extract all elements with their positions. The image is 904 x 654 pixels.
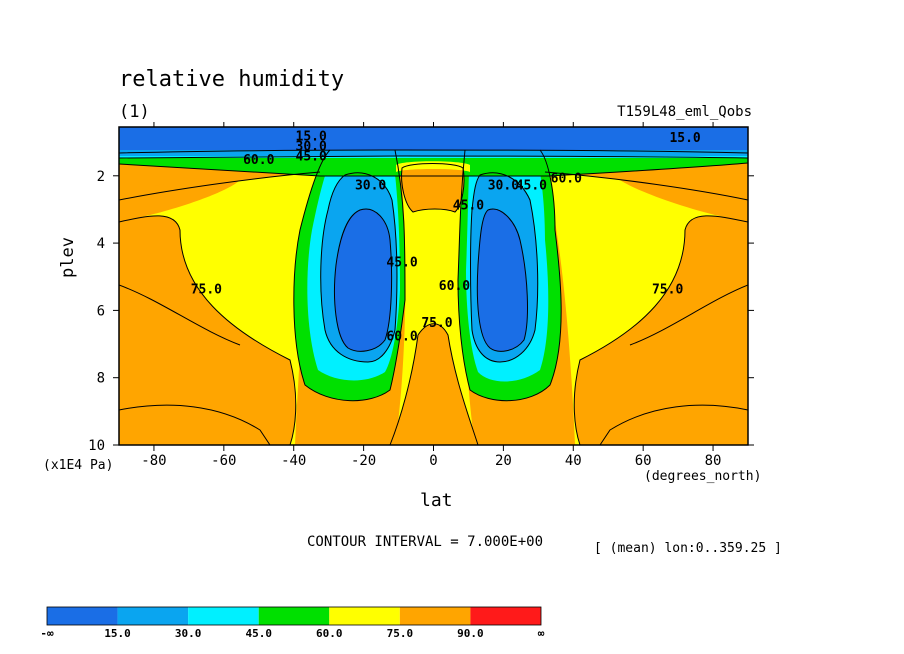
colorbar-swatch — [329, 607, 400, 625]
contour-line-13 — [417, 323, 479, 445]
x-tick-label: -80 — [141, 453, 166, 469]
x-tick-label: 80 — [705, 453, 722, 469]
colorbar: -∞ 15.0 30.0 45.0 60.0 75.0 90.0 ∞ — [40, 606, 545, 640]
contour-line-6 — [573, 215, 748, 445]
contour-label: 45.0 — [296, 150, 327, 165]
y-tick-label: 10 — [88, 438, 105, 454]
colorbar-label: 30.0 — [175, 627, 202, 640]
contour-line-15 — [401, 163, 465, 213]
contour-label: 60.0 — [243, 153, 274, 168]
colorbar-swatch — [117, 607, 189, 625]
contour-line-11 — [334, 208, 393, 352]
x-tick-label: 0 — [429, 453, 437, 469]
contour-line-12 — [476, 208, 528, 352]
contour-labels: 15.030.045.060.075.030.045.060.075.060.0… — [191, 129, 701, 344]
colorbar-label: 15.0 — [104, 627, 131, 640]
x-tick-label: -60 — [211, 453, 236, 469]
colorbar-swatch — [470, 607, 541, 625]
contour-label: 30.0 — [296, 140, 327, 155]
contour-line-1 — [119, 155, 748, 159]
contour-interval-text: CONTOUR INTERVAL = 7.000E+00 — [307, 534, 544, 550]
contour-fill-layer — [119, 127, 748, 445]
fill-level-75-90-sw — [119, 178, 240, 222]
mean-note: [ (mean) lon:0..359.25 ] — [594, 541, 782, 556]
fill-level-top-band — [119, 127, 748, 153]
contour-line-14 — [389, 334, 419, 445]
x-tick-label: 60 — [635, 453, 652, 469]
colorbar-frame — [46, 606, 542, 626]
y-tick-label: 8 — [97, 371, 105, 387]
contour-label: 15.0 — [296, 129, 327, 144]
contour-label: 75.0 — [652, 283, 683, 298]
colorbar-label: 75.0 — [387, 627, 414, 640]
x-axis-units: (degrees_north) — [644, 469, 762, 484]
contour-line-0 — [119, 149, 748, 154]
contour-label: 60.0 — [386, 330, 417, 345]
fill-level-top-band-2 — [119, 150, 748, 156]
contour-line-16 — [119, 404, 271, 445]
colorbar-swatch — [47, 607, 118, 625]
fill-level-75-90-se — [620, 178, 748, 222]
colorbar-label: 90.0 — [457, 627, 484, 640]
contour-line-7 — [293, 149, 406, 402]
y-axis-label: plev — [58, 237, 78, 278]
contour-line-layer — [119, 149, 748, 445]
colorbar-swatch — [399, 607, 471, 625]
contour-label: 60.0 — [551, 172, 582, 187]
contour-line-8 — [457, 149, 562, 402]
contour-label: 45.0 — [516, 178, 547, 193]
chart-subtitle: (1) — [119, 102, 150, 122]
x-tick-label: 40 — [565, 453, 582, 469]
y-tick-label: 2 — [97, 169, 105, 185]
y-tick-label: 6 — [97, 303, 105, 319]
fill-level-below-15-north — [477, 209, 528, 352]
x-tick-label: 20 — [495, 453, 512, 469]
contour-line-9 — [320, 172, 398, 363]
contour-line-18 — [119, 284, 241, 346]
contour-line-2 — [119, 162, 748, 177]
contour-line-4 — [544, 171, 748, 201]
contour-label: 30.0 — [488, 178, 519, 193]
colorbar-swatch — [258, 607, 330, 625]
colorbar-swatch — [188, 607, 259, 625]
colorbar-label: 60.0 — [316, 627, 343, 640]
contour-line-19 — [629, 284, 748, 346]
chart-title: relative humidity — [119, 67, 345, 92]
x-axis-label: lat — [420, 490, 453, 511]
y-tick-label: 4 — [97, 236, 105, 252]
colorbar-label: 45.0 — [245, 627, 272, 640]
contour-label: 30.0 — [355, 178, 386, 193]
colorbar-label: -∞ — [40, 627, 54, 640]
y-axis-units: (x1E4 Pa) — [43, 458, 114, 473]
contour-label: 45.0 — [386, 256, 417, 271]
contour-label: 45.0 — [453, 198, 484, 213]
axis-ticks: -80 -60 -40 -20 0 20 40 60 80 2 4 6 8 10 — [88, 122, 754, 469]
contour-label: 75.0 — [421, 316, 452, 331]
fill-level-below-15-south — [334, 209, 392, 352]
experiment-label: T159L48_eml_Qobs — [617, 104, 752, 120]
contour-line-17 — [599, 404, 748, 445]
x-tick-label: -20 — [351, 453, 376, 469]
contour-label: 75.0 — [191, 283, 222, 298]
x-tick-label: -40 — [281, 453, 306, 469]
contour-line-10 — [470, 172, 539, 363]
contour-label: 60.0 — [439, 279, 470, 294]
contour-line-5 — [119, 215, 297, 445]
contour-line-3 — [119, 171, 321, 201]
contour-label: 15.0 — [669, 131, 700, 146]
fill-level-75-90-center — [390, 323, 478, 445]
colorbar-label: ∞ — [538, 627, 545, 640]
